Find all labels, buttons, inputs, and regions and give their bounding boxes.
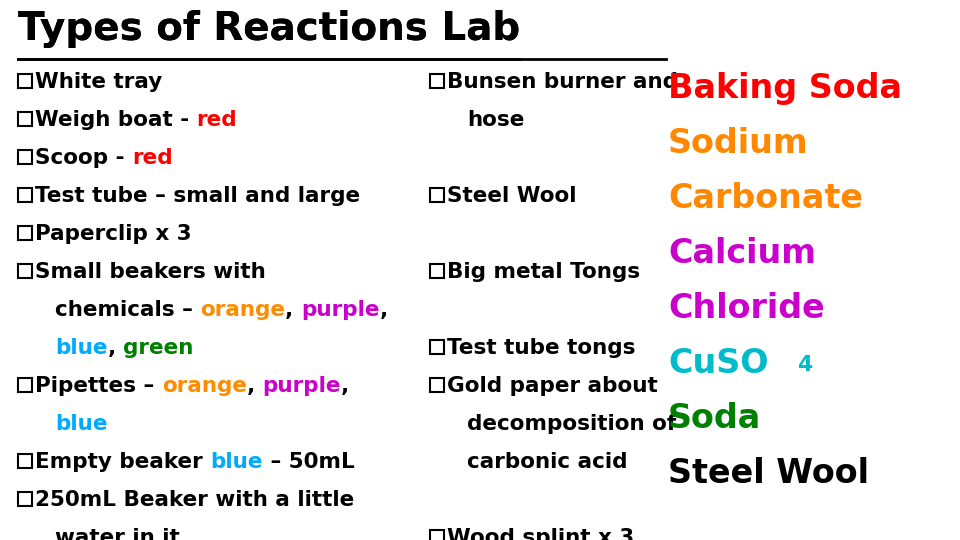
Bar	[430, 188, 444, 202]
Text: ,: ,	[247, 376, 262, 396]
Bar	[18, 74, 32, 88]
Text: Chloride: Chloride	[668, 292, 825, 325]
Text: red: red	[132, 148, 173, 168]
Text: orange: orange	[161, 376, 247, 396]
Text: Types of Reactions Lab: Types of Reactions Lab	[18, 10, 520, 48]
Text: purple: purple	[262, 376, 341, 396]
Text: Types of Reactions Lab: Types of Reactions Lab	[18, 10, 520, 48]
Bar	[18, 454, 32, 468]
Text: ,: ,	[379, 300, 388, 320]
Text: Small beakers with: Small beakers with	[35, 262, 266, 282]
Text: orange: orange	[201, 300, 285, 320]
Text: Bunsen burner and: Bunsen burner and	[447, 72, 678, 92]
Bar	[18, 378, 32, 392]
Text: purple: purple	[301, 300, 379, 320]
Text: decomposition of: decomposition of	[467, 414, 676, 434]
Text: Test tube tongs: Test tube tongs	[447, 338, 636, 358]
Text: Weigh boat -: Weigh boat -	[35, 110, 197, 130]
Text: Calcium: Calcium	[668, 237, 816, 270]
Text: – 50mL: – 50mL	[263, 452, 354, 472]
Text: Paperclip x 3: Paperclip x 3	[35, 224, 192, 244]
Text: Steel Wool: Steel Wool	[447, 186, 577, 206]
Text: CuSO: CuSO	[668, 347, 769, 380]
Text: Steel Wool: Steel Wool	[668, 457, 869, 490]
Text: water in it: water in it	[55, 528, 180, 540]
Text: Gold paper about: Gold paper about	[447, 376, 658, 396]
Text: Scoop -: Scoop -	[35, 148, 132, 168]
Text: Carbonate: Carbonate	[668, 182, 863, 215]
Text: Wood splint x 3: Wood splint x 3	[447, 528, 635, 540]
Bar	[430, 378, 444, 392]
Bar	[430, 74, 444, 88]
Bar	[18, 112, 32, 126]
Text: carbonic acid: carbonic acid	[467, 452, 628, 472]
Text: hose: hose	[467, 110, 524, 130]
Text: Empty beaker: Empty beaker	[35, 452, 210, 472]
Text: Big metal Tongs: Big metal Tongs	[447, 262, 640, 282]
Text: ,: ,	[108, 338, 123, 358]
Bar	[430, 530, 444, 540]
Text: White tray: White tray	[35, 72, 162, 92]
Text: green: green	[123, 338, 194, 358]
Text: red: red	[197, 110, 237, 130]
Text: Pipettes –: Pipettes –	[35, 376, 161, 396]
Text: Test tube – small and large: Test tube – small and large	[35, 186, 360, 206]
Text: Soda: Soda	[668, 402, 761, 435]
Text: chemicals –: chemicals –	[55, 300, 201, 320]
Bar	[18, 492, 32, 506]
Bar	[18, 226, 32, 240]
Bar	[430, 264, 444, 278]
Text: blue: blue	[55, 338, 108, 358]
Text: ,: ,	[285, 300, 301, 320]
Bar	[430, 340, 444, 354]
Text: blue: blue	[55, 414, 108, 434]
Text: ,: ,	[341, 376, 349, 396]
Bar	[18, 264, 32, 278]
Text: 250mL Beaker with a little: 250mL Beaker with a little	[35, 490, 354, 510]
Text: Sodium: Sodium	[668, 127, 808, 160]
Text: blue: blue	[210, 452, 263, 472]
Text: Baking Soda: Baking Soda	[668, 72, 902, 105]
Text: 4: 4	[798, 355, 813, 375]
Bar	[18, 188, 32, 202]
Bar	[18, 150, 32, 164]
